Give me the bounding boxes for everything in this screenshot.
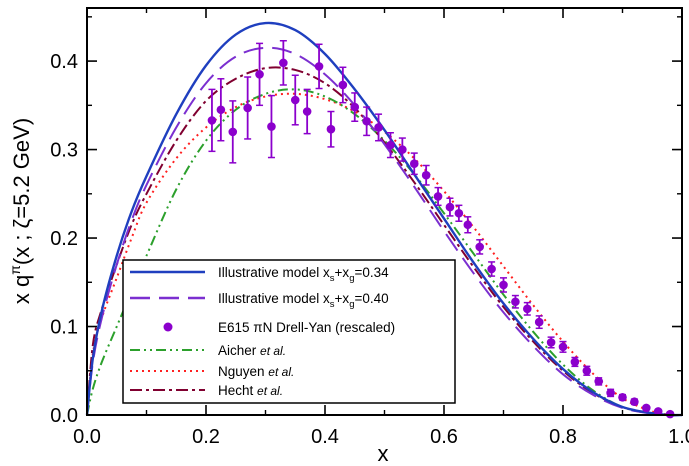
points-layer: [207, 39, 675, 419]
data-point: [302, 107, 312, 116]
data-point: [546, 338, 556, 347]
data-point: [499, 280, 508, 290]
data-point: [314, 62, 324, 71]
legend-label-nguyen: Nguyen et al.: [218, 364, 294, 379]
data-point: [421, 170, 431, 180]
data-point: [454, 208, 464, 218]
legend-label-model-034: Illustrative model xs+xg=0.34: [218, 265, 389, 284]
y-tick-label: 0.1: [50, 317, 78, 339]
data-point: [338, 80, 348, 90]
data-point: [279, 58, 288, 68]
legend-label-aicher: Aicher et al.: [218, 343, 286, 358]
legend-label-hecht: Hecht et al.: [218, 383, 283, 398]
data-point: [642, 403, 651, 413]
legend-label-model-040-s2: g: [349, 299, 354, 310]
data-point: [267, 122, 276, 131]
data-point: [374, 123, 383, 132]
data-point: [386, 140, 395, 150]
legend-label-hecht-em: et al.: [257, 384, 283, 398]
y-tick-label: 0.2: [50, 228, 78, 250]
legend-label-model-034-tail: =0.34: [354, 265, 389, 280]
y-axis-title-rest: (x ; ζ=5.2 GeV): [9, 118, 34, 265]
data-point: [534, 317, 544, 327]
legend-box: [122, 259, 456, 404]
legend-swatch-e615: [163, 322, 173, 332]
x-tick-label: 0.8: [549, 426, 577, 448]
data-point: [523, 304, 532, 314]
x-tick-label: 0.2: [192, 426, 220, 448]
data-point: [398, 145, 407, 154]
legend-label-nguyen-em: et al.: [268, 365, 294, 379]
series-illustrative-model-xs-xg-0-34: [85, 21, 683, 417]
x-tick-label: 0.4: [311, 426, 339, 448]
data-point: [362, 116, 371, 126]
data-point: [618, 393, 627, 402]
legend-label-model-034-main: Illustrative model x: [218, 265, 330, 280]
data-point: [228, 127, 238, 137]
data-point: [243, 103, 252, 113]
x-tick-label: 1.0: [668, 426, 689, 448]
data-point: [433, 192, 443, 201]
ticks-layer: 0.0 0.2 0.4 0.6 0.8 1.0 0.0 0.1 0.2 0.3 0.4: [50, 8, 689, 448]
legend-label-nguyen-main: Nguyen: [218, 364, 268, 379]
data-point: [255, 70, 264, 79]
x-tick-label: 0.6: [430, 426, 458, 448]
legend-label-model-034-s2: g: [349, 273, 354, 284]
data-point: [558, 342, 568, 352]
legend-label-aicher-main: Aicher: [218, 343, 260, 358]
data-point: [216, 105, 226, 115]
legend-label-model-040: Illustrative model xs+xg=0.40: [218, 291, 389, 310]
data-point: [207, 116, 217, 125]
legend-label-model-034-s1: s: [330, 273, 335, 284]
legend-label-model-040-main: Illustrative model x: [218, 291, 330, 306]
data-point: [350, 102, 360, 112]
data-point: [653, 407, 663, 416]
y-axis-title: x qπ(x ; ζ=5.2 GeV): [7, 118, 34, 304]
legend-label-aicher-em: et al.: [260, 344, 286, 358]
y-tick-label: 0.4: [50, 51, 78, 73]
data-point: [594, 377, 603, 386]
data-point: [511, 297, 520, 307]
y-axis-title-lead: x q: [9, 275, 34, 304]
data-point: [475, 242, 485, 252]
legend-label-e615: E615 πN Drell-Yan (rescaled): [218, 320, 395, 335]
legend: Illustrative model xs+xg=0.34 Illustrati…: [122, 259, 456, 404]
x-tick-label: 0.0: [73, 426, 101, 448]
data-point: [290, 95, 300, 105]
series-nguyen-et-al: [86, 92, 683, 416]
legend-label-model-040-s1: s: [330, 299, 335, 310]
data-point: [582, 366, 592, 376]
data-point: [570, 357, 580, 367]
legend-label-model-040-tail: =0.40: [354, 291, 388, 306]
y-tick-label: 0.0: [50, 405, 78, 427]
data-point: [326, 124, 336, 134]
data-point: [409, 159, 419, 169]
y-axis-title-sup: π: [7, 265, 23, 275]
x-axis-title: x: [378, 441, 389, 466]
legend-label-hecht-main: Hecht: [218, 383, 257, 398]
legend-label-model-034-mid: +x: [335, 265, 350, 280]
data-point: [487, 264, 496, 274]
data-point: [445, 202, 455, 212]
data-point: [630, 397, 639, 407]
legend-label-model-040-mid: +x: [335, 291, 350, 306]
y-tick-label: 0.3: [50, 140, 78, 162]
data-point: [606, 388, 615, 398]
data-point: [463, 220, 473, 230]
